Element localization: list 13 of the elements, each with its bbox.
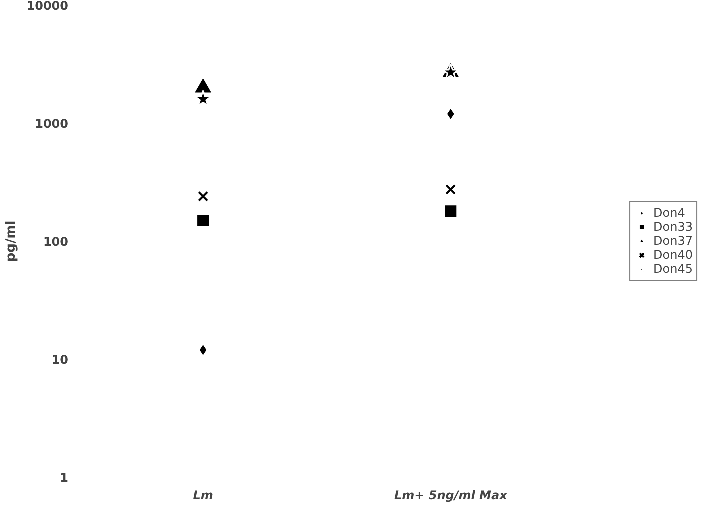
y-tick-label: 1000 (35, 117, 69, 131)
legend-label: Don40 (654, 248, 693, 262)
y-tick-label: 100 (43, 235, 69, 249)
legend-label: Don37 (654, 234, 693, 248)
x-tick-label: Lm+ 5ng/ml Max (394, 488, 509, 502)
y-tick-label: 1 (60, 471, 69, 485)
legend-label: Don4 (654, 206, 686, 220)
legend-label: Don45 (654, 262, 693, 276)
y-axis-title: pg/ml (4, 220, 19, 262)
y-tick-label: 10 (52, 353, 69, 367)
x-tick-label: Lm (193, 488, 214, 502)
y-tick-label: 10000 (26, 0, 68, 13)
legend-label: Don33 (654, 220, 693, 234)
